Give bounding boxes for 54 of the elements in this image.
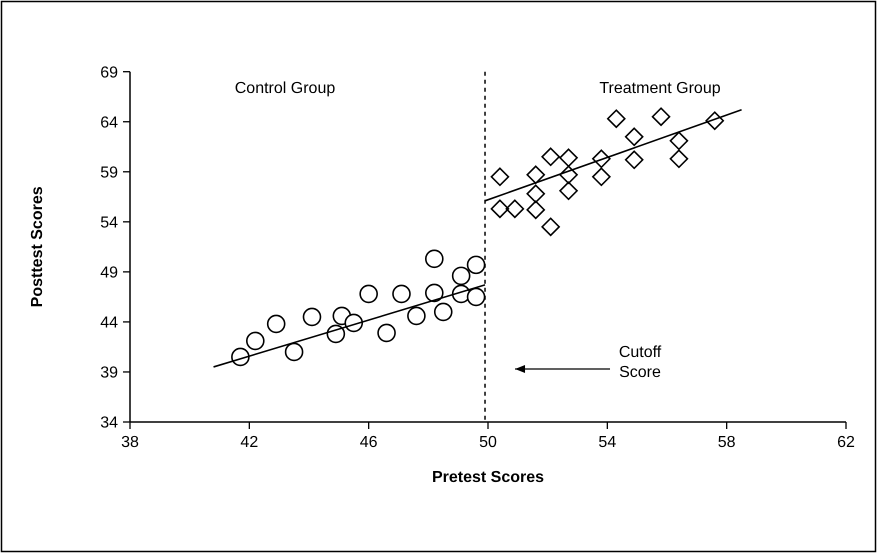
point <box>425 284 444 302</box>
point <box>359 284 378 304</box>
point <box>284 342 304 362</box>
point <box>526 184 546 204</box>
x-tick-label: 38 <box>121 434 139 451</box>
point <box>606 109 626 128</box>
point <box>302 308 322 326</box>
point <box>434 302 453 322</box>
point <box>377 324 396 342</box>
point <box>490 200 510 218</box>
point <box>490 167 510 186</box>
point <box>624 127 644 146</box>
y-tick-label: 34 <box>100 414 118 432</box>
x-axis-title: Pretest Scores <box>432 469 544 486</box>
ref-line-label: Cutoff Score <box>618 344 662 381</box>
point <box>506 200 524 218</box>
x-tick-label: 62 <box>837 434 855 451</box>
point <box>670 131 688 150</box>
y-tick-label: 69 <box>100 64 118 82</box>
x-tick-label: 54 <box>598 434 616 451</box>
point <box>670 149 688 168</box>
y-tick-label: 49 <box>100 264 118 282</box>
y-tick-label: 54 <box>100 214 118 232</box>
y-tick-label: 39 <box>100 364 118 382</box>
point <box>559 165 578 184</box>
point <box>246 332 265 350</box>
y-tick-label: 59 <box>100 164 118 182</box>
x-tick-label: 46 <box>360 434 378 451</box>
point <box>624 150 644 170</box>
x-tick-label: 42 <box>240 434 258 451</box>
point <box>705 111 724 130</box>
point <box>407 306 426 326</box>
point <box>526 165 546 184</box>
y-tick-label: 44 <box>100 314 118 332</box>
y-axis-title: Posttest Scores <box>29 186 46 308</box>
x-tick-label: 58 <box>718 434 736 451</box>
point <box>466 256 486 274</box>
point <box>266 314 286 334</box>
y-tick-label: 64 <box>100 114 118 132</box>
point <box>652 107 670 126</box>
annotation: Control Group <box>234 80 336 97</box>
point <box>559 182 578 200</box>
point <box>541 218 560 236</box>
point <box>425 250 444 268</box>
annotation: Treatment Group <box>599 80 721 97</box>
point <box>526 200 546 220</box>
point <box>559 148 578 168</box>
x-tick-label: 50 <box>479 434 497 451</box>
point <box>452 266 470 286</box>
point <box>392 284 411 304</box>
point <box>541 147 560 166</box>
point <box>592 149 611 168</box>
point <box>592 167 611 186</box>
point <box>466 288 486 306</box>
